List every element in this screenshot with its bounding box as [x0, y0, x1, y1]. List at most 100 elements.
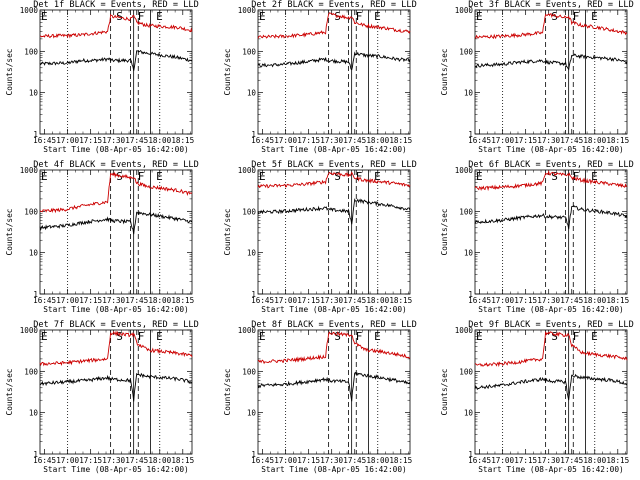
detector-panel-2: Det 2f BLACK = Events, RED = LLD 1 10 100 10… — [223, 0, 417, 154]
event-marker-s: S — [334, 330, 341, 343]
x-tick-label: 18:15 — [389, 456, 412, 465]
x-tick-label: 17:30 — [102, 456, 125, 465]
y-axis-label: Counts/sec — [440, 208, 449, 255]
plot-frame — [39, 329, 193, 455]
x-tick-label: 16:45 — [251, 136, 274, 145]
event-marker-e: E — [374, 330, 381, 343]
y-tick-label: 10 — [247, 89, 257, 98]
x-tick-label: 18:00 — [583, 456, 606, 465]
event-marker-e: E — [259, 10, 266, 23]
x-tick-label: 17:00 — [274, 296, 297, 305]
y-tick-label: 1000 — [238, 6, 257, 15]
plot-frame — [39, 9, 193, 135]
x-tick-label: 16:45 — [251, 456, 274, 465]
x-tick-label: 18:00 — [148, 296, 171, 305]
y-tick-label: 100 — [24, 47, 38, 56]
x-axis-label: Start Time (08-Apr-05 16:42:00) — [43, 305, 189, 314]
series-lld — [257, 331, 411, 365]
panel-title: Det 6f BLACK = Events, RED = LLD — [468, 160, 634, 170]
y-tick-label: 1000 — [455, 166, 474, 175]
x-axis-label: Start Time (08-Apr-05 16:42:00) — [478, 305, 624, 314]
y-tick-label: 1 — [468, 130, 473, 139]
x-tick-label: 18:00 — [148, 136, 171, 145]
event-marker-s: S — [334, 170, 341, 183]
detector-panel-4: Det 4f BLACK = Events, RED = LLD 1 10 100 10… — [5, 160, 199, 314]
x-tick-label: 17:45 — [560, 296, 583, 305]
x-tick-label: 17:15 — [514, 136, 537, 145]
y-tick-label: 1000 — [455, 6, 474, 15]
x-tick-label: 17:30 — [102, 136, 125, 145]
y-tick-label: 100 — [242, 207, 256, 216]
y-tick-label: 100 — [459, 207, 473, 216]
detector-panel-9: Det 9f BLACK = Events, RED = LLD 1 10 100 10… — [440, 320, 634, 474]
y-tick-label: 1 — [33, 450, 38, 459]
x-tick-label: 17:45 — [343, 456, 366, 465]
y-tick-label: 1 — [468, 450, 473, 459]
y-axis-label: Counts/sec — [223, 368, 232, 415]
x-axis-label: Start Time (08-Apr-05 16:42:00) — [43, 465, 189, 474]
y-tick-label: 10 — [29, 409, 39, 418]
y-axis-label: Counts/sec — [223, 48, 232, 95]
event-marker-e: E — [41, 170, 48, 183]
series-lld — [474, 13, 628, 40]
x-tick-label: 17:15 — [514, 296, 537, 305]
series-lld — [39, 13, 193, 39]
x-tick-label: 17:30 — [320, 136, 343, 145]
x-tick-label: 17:45 — [560, 456, 583, 465]
plot-frame — [474, 329, 628, 455]
event-marker-f: F — [138, 10, 145, 23]
y-tick-label: 100 — [24, 207, 38, 216]
y-tick-label: 100 — [242, 367, 256, 376]
panel-title: Det 4f BLACK = Events, RED = LLD — [33, 160, 199, 170]
x-tick-label: 18:15 — [606, 136, 629, 145]
series-events — [39, 211, 192, 235]
y-tick-label: 10 — [464, 409, 474, 418]
series-lld — [474, 331, 628, 368]
x-tick-label: 17:45 — [125, 136, 148, 145]
x-tick-label: 18:15 — [171, 296, 194, 305]
series-events — [39, 372, 193, 402]
y-axis-label: Counts/sec — [440, 368, 449, 415]
y-tick-label: 1000 — [20, 166, 39, 175]
y-tick-label: 1000 — [238, 166, 257, 175]
x-tick-label: 18:00 — [583, 296, 606, 305]
event-marker-s: S — [116, 330, 123, 343]
detector-panel-1: Det 1f BLACK = Events, RED = LLD 1 10 100 10… — [5, 0, 199, 154]
event-marker-e: E — [591, 10, 598, 23]
y-tick-label: 10 — [247, 249, 257, 258]
x-tick-label: 17:15 — [297, 456, 320, 465]
x-tick-label: 17:15 — [79, 456, 102, 465]
y-tick-label: 1 — [251, 130, 256, 139]
event-marker-e: E — [156, 170, 163, 183]
event-marker-f: F — [573, 10, 580, 23]
event-marker-s: S — [116, 10, 123, 23]
detector-panel-5: Det 5f BLACK = Events, RED = LLD 1 10 100 10… — [223, 160, 417, 314]
series-events — [474, 53, 628, 71]
y-tick-label: 10 — [464, 89, 474, 98]
event-marker-e: E — [591, 170, 598, 183]
y-axis-label: Counts/sec — [5, 368, 14, 415]
event-marker-e: E — [476, 330, 483, 343]
plot-frame — [474, 9, 628, 135]
y-axis-label: Counts/sec — [223, 208, 232, 255]
event-marker-e: E — [374, 170, 381, 183]
panel-title: Det 7f BLACK = Events, RED = LLD — [33, 320, 199, 330]
x-tick-label: 17:00 — [274, 136, 297, 145]
y-axis-label: Counts/sec — [440, 48, 449, 95]
x-tick-label: 17:15 — [514, 456, 537, 465]
y-tick-label: 10 — [247, 409, 257, 418]
x-tick-label: 17:45 — [560, 136, 583, 145]
detector-panel-6: Det 6f BLACK = Events, RED = LLD 1 10 100 10… — [440, 160, 634, 314]
x-tick-label: 17:00 — [56, 136, 79, 145]
x-tick-label: 17:30 — [102, 296, 125, 305]
x-tick-label: 17:45 — [125, 456, 148, 465]
x-tick-label: 17:15 — [79, 136, 102, 145]
series-events — [39, 49, 193, 71]
panel-title: Det 3f BLACK = Events, RED = LLD — [468, 0, 634, 10]
series-events — [474, 373, 628, 401]
series-lld — [257, 12, 411, 39]
x-tick-label: 18:00 — [366, 136, 389, 145]
y-tick-label: 100 — [459, 367, 473, 376]
x-tick-label: 16:45 — [468, 296, 491, 305]
x-axis-label: Start Time (08-Apr-05 16:42:00) — [478, 145, 624, 154]
